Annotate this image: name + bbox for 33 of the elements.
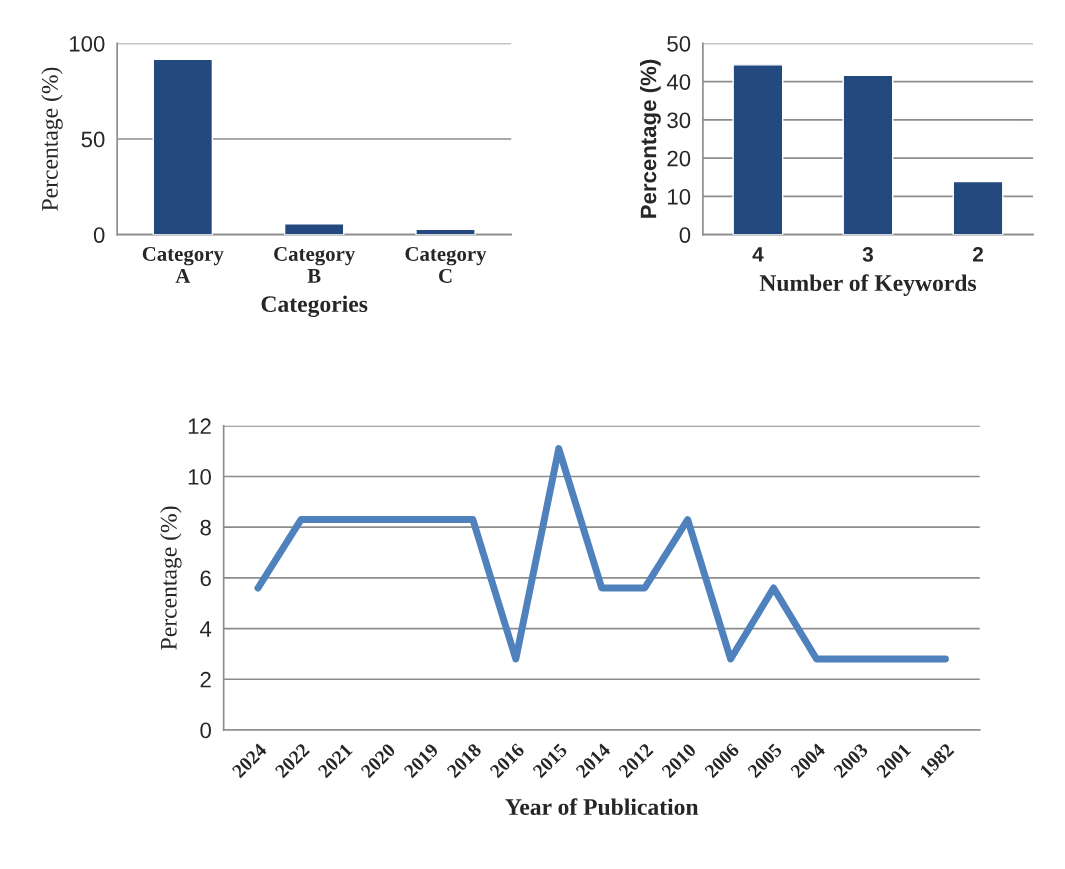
y-tick-label: 50 <box>667 35 691 52</box>
y-tick-label: 0 <box>679 227 691 243</box>
y-tick-label: 12 <box>188 418 211 434</box>
x-tick-label: Category A <box>142 246 224 283</box>
y-axis-title: Percentage (%) <box>160 506 182 650</box>
bar <box>732 64 784 235</box>
y-tick-label: 20 <box>667 150 691 167</box>
x-tick-label: 3 <box>862 246 874 262</box>
x-tick-label: 2 <box>972 246 983 262</box>
y-tick-label: 50 <box>81 131 105 148</box>
y-tick-label: 30 <box>667 112 691 129</box>
x-tick-label: Category C <box>405 246 487 283</box>
x-tick-label: Category B <box>274 246 356 283</box>
x-axis-title: Categories <box>261 295 368 318</box>
y-tick-label: 2 <box>200 671 211 688</box>
y-tick-label: 4 <box>200 621 212 637</box>
y-tick-label: 8 <box>200 519 211 536</box>
x-axis-title: Year of Publication <box>505 798 699 816</box>
y-tick-label: 6 <box>200 570 211 587</box>
bar <box>152 58 214 235</box>
y-axis-title: Percentage (%) <box>41 67 63 211</box>
y-axis-title: Percentage (%) <box>640 59 661 218</box>
y-tick-label: 100 <box>69 35 105 52</box>
bar <box>283 223 345 235</box>
y-tick-label: 40 <box>666 74 691 90</box>
x-axis-title: Number of Keywords <box>759 274 977 296</box>
bar <box>952 180 1004 235</box>
y-tick-label: 0 <box>93 227 105 243</box>
x-tick-label: 4 <box>752 247 764 262</box>
y-tick-label: 10 <box>668 188 691 205</box>
y-tick-label: 10 <box>188 469 211 485</box>
bar <box>842 74 894 235</box>
y-tick-label: 0 <box>200 722 211 739</box>
